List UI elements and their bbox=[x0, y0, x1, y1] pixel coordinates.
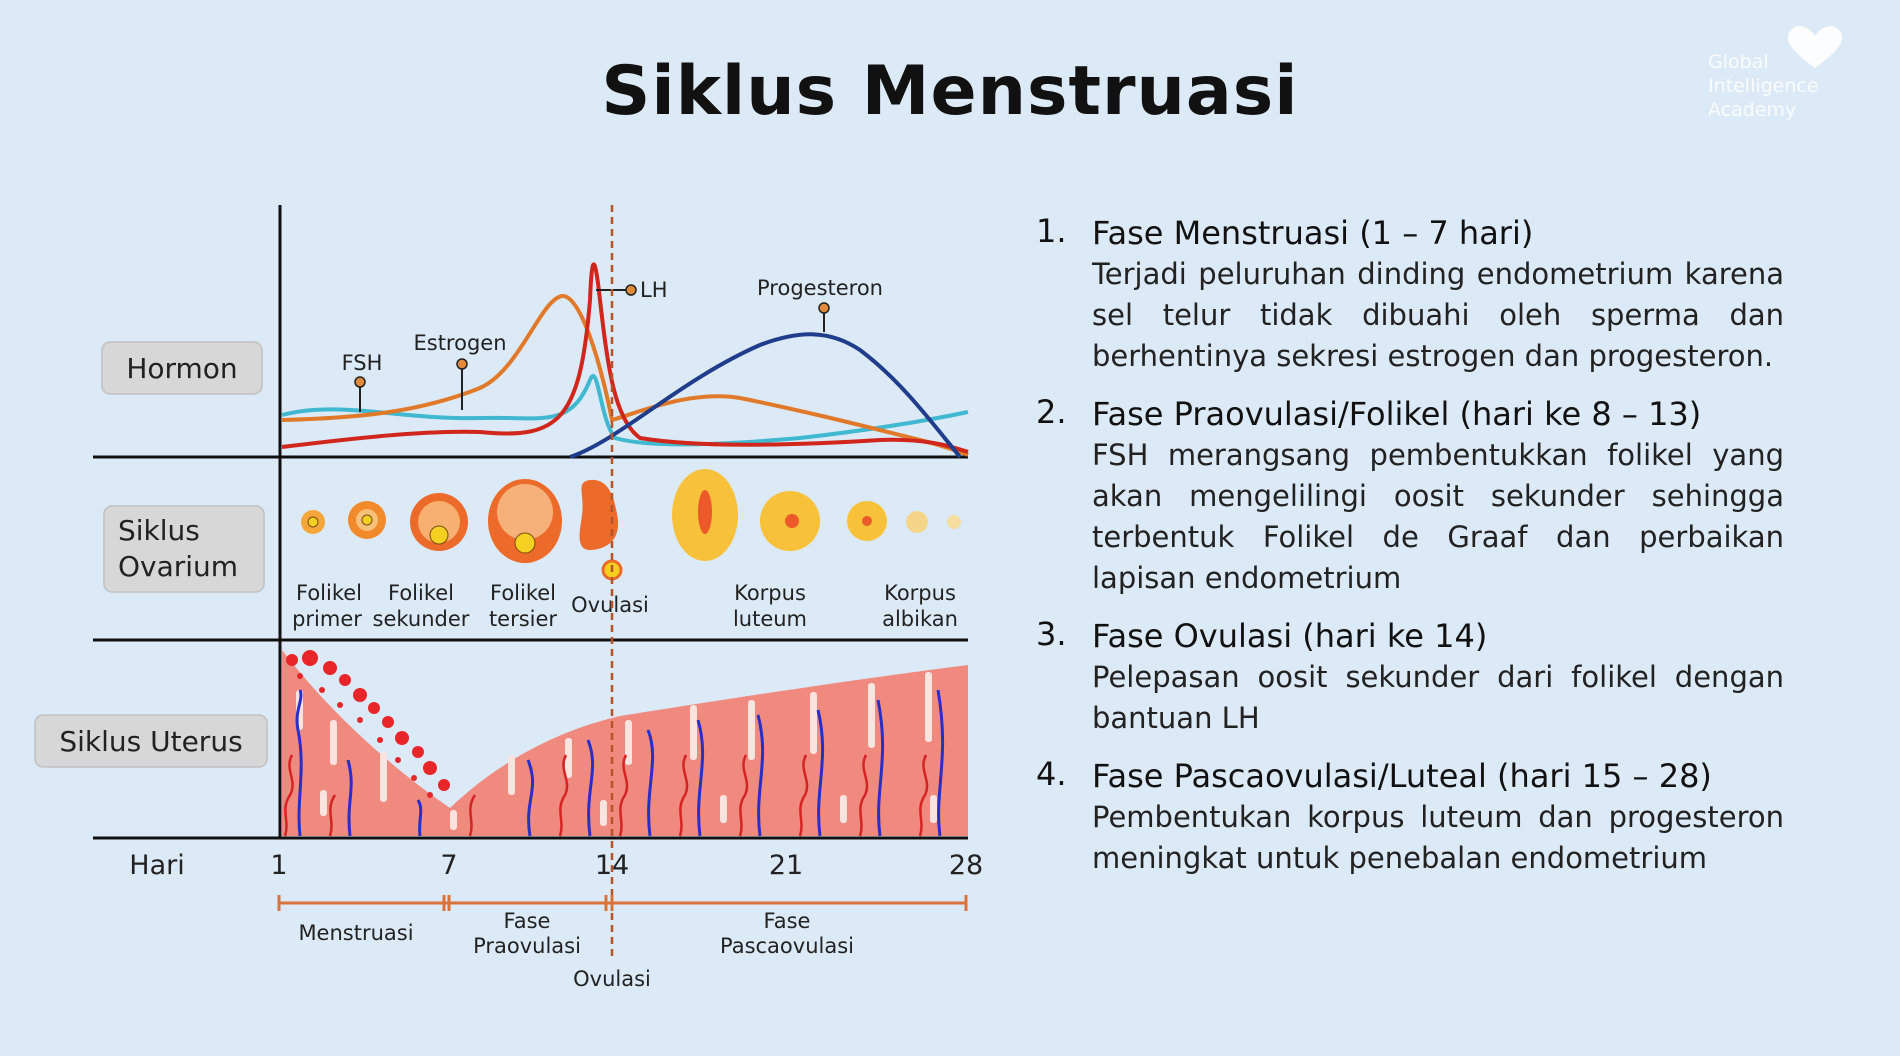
estrogen-label: Estrogen bbox=[413, 331, 506, 355]
label-ovarium-line1: Siklus bbox=[118, 514, 200, 547]
label-hormon-text: Hormon bbox=[126, 352, 237, 385]
phase-pasca-2: Pascaovulasi bbox=[720, 934, 854, 958]
ovary-label-sekunder-2: sekunder bbox=[373, 607, 470, 631]
ovary-label-ovulasi: Ovulasi bbox=[571, 593, 649, 617]
phase-praovulasi-2: Praovulasi bbox=[473, 934, 581, 958]
phase-pasca-1: Fase bbox=[764, 909, 811, 933]
fsh-label: FSH bbox=[342, 351, 383, 375]
phase-description: FSH merangsang pembentukkan folikel yang… bbox=[1092, 438, 1784, 595]
progesteron-marker: Progesteron bbox=[757, 276, 883, 332]
ovary-label-tersier-2: tersier bbox=[489, 607, 557, 631]
ovary-label-primer-2: primer bbox=[292, 607, 362, 631]
phase-number: 4. bbox=[1036, 755, 1067, 793]
phase-description: Terjadi peluruhan dinding endometrium ka… bbox=[1092, 257, 1784, 373]
day-tick-28: 28 bbox=[949, 850, 983, 881]
day-tick-21: 21 bbox=[769, 850, 803, 881]
brand-logo: Global Intelligence Academy bbox=[1700, 22, 1860, 132]
corpus-luteum-large bbox=[672, 469, 738, 561]
follicle-de-graaf bbox=[488, 479, 562, 563]
phase-ovulasi: Ovulasi bbox=[573, 967, 651, 991]
lh-marker: LH bbox=[596, 278, 668, 302]
label-hormon: Hormon bbox=[101, 341, 263, 395]
phase-menstruasi: Menstruasi bbox=[298, 921, 413, 945]
lh-curve bbox=[281, 262, 969, 454]
ovulating-follicle bbox=[579, 479, 623, 581]
logo-line-3: Academy bbox=[1708, 99, 1797, 121]
label-siklus-ovarium: Siklus Ovarium bbox=[103, 505, 265, 593]
ovary-label-luteum-1: Korpus bbox=[734, 581, 806, 605]
day-tick-14: 14 bbox=[595, 850, 629, 881]
corpus-albikan-1 bbox=[906, 511, 928, 533]
estrogen-marker: Estrogen bbox=[413, 331, 507, 410]
phase-praovulasi-1: Fase bbox=[504, 909, 551, 933]
phase-title: Fase Menstruasi (1 – 7 hari) bbox=[1092, 214, 1534, 252]
menstrual-cycle-diagram: Hormon Siklus Ovarium Siklus Uterus FSH … bbox=[34, 205, 983, 991]
corpus-luteum-medium bbox=[760, 491, 820, 551]
heart-icon bbox=[1787, 26, 1843, 68]
endometrium bbox=[282, 650, 968, 837]
logo-line-1: Global bbox=[1708, 51, 1769, 73]
ovary-label-luteum-2: luteum bbox=[733, 607, 807, 631]
fsh-curve bbox=[281, 374, 969, 447]
lh-label: LH bbox=[640, 278, 668, 302]
follicle-primer bbox=[301, 510, 325, 534]
phase-list: 1. Fase Menstruasi (1 – 7 hari) Terjadi … bbox=[1036, 212, 1784, 895]
ovary-label-albikan-2: albikan bbox=[882, 607, 958, 631]
day-tick-1: 1 bbox=[270, 850, 287, 881]
day-axis-label: Hari bbox=[129, 850, 184, 881]
phase-bar bbox=[277, 895, 968, 911]
phase-item: 2. Fase Praovulasi/Folikel (hari ke 8 – … bbox=[1036, 393, 1784, 599]
label-ovarium-line2: Ovarium bbox=[118, 550, 238, 583]
follicle-tersier bbox=[410, 493, 468, 551]
phase-description: Pembentukan korpus luteum dan progestero… bbox=[1092, 800, 1784, 875]
phase-item: 3. Fase Ovulasi (hari ke 14) Pelepasan o… bbox=[1036, 615, 1784, 739]
phase-title: Fase Ovulasi (hari ke 14) bbox=[1092, 617, 1488, 655]
follicle-sekunder bbox=[348, 501, 386, 539]
fsh-marker: FSH bbox=[342, 351, 383, 412]
corpus-albikan-2 bbox=[947, 515, 961, 529]
label-uterus-text: Siklus Uterus bbox=[59, 725, 242, 758]
page-title: Siklus Menstruasi bbox=[601, 52, 1299, 131]
ovary-label-tersier-1: Folikel bbox=[490, 581, 556, 605]
day-tick-7: 7 bbox=[440, 850, 457, 881]
ovary-label-sekunder-1: Folikel bbox=[388, 581, 454, 605]
ovary-label-albikan-1: Korpus bbox=[884, 581, 956, 605]
phase-number: 3. bbox=[1036, 615, 1067, 653]
label-siklus-uterus: Siklus Uterus bbox=[34, 714, 268, 768]
phase-item: 1. Fase Menstruasi (1 – 7 hari) Terjadi … bbox=[1036, 212, 1784, 377]
phase-number: 2. bbox=[1036, 393, 1067, 431]
phase-description: Pelepasan oosit sekunder dari folikel de… bbox=[1092, 660, 1784, 735]
phase-title: Fase Praovulasi/Folikel (hari ke 8 – 13) bbox=[1092, 395, 1702, 433]
phase-number: 1. bbox=[1036, 212, 1067, 250]
logo-line-2: Intelligence bbox=[1708, 75, 1819, 97]
progesteron-label: Progesteron bbox=[757, 276, 883, 300]
corpus-luteum-small bbox=[847, 501, 887, 541]
phase-title: Fase Pascaovulasi/Luteal (hari 15 – 28) bbox=[1092, 757, 1712, 795]
phase-item: 4. Fase Pascaovulasi/Luteal (hari 15 – 2… bbox=[1036, 755, 1784, 879]
progesteron-curve bbox=[569, 332, 962, 459]
estrogen-curve bbox=[281, 294, 969, 457]
ovary-label-primer-1: Folikel bbox=[296, 581, 362, 605]
